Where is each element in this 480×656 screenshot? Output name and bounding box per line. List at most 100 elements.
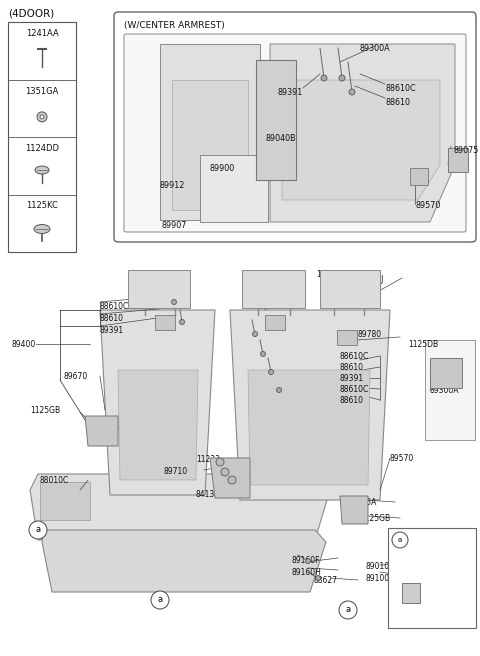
Polygon shape xyxy=(410,168,428,185)
Polygon shape xyxy=(282,80,440,200)
Text: 84135E: 84135E xyxy=(196,490,225,499)
Polygon shape xyxy=(128,270,190,308)
Text: 89710: 89710 xyxy=(163,467,187,476)
Circle shape xyxy=(321,75,327,81)
FancyBboxPatch shape xyxy=(114,12,476,242)
Circle shape xyxy=(392,532,408,548)
Text: 89780: 89780 xyxy=(358,330,382,339)
Text: 89076: 89076 xyxy=(130,288,154,297)
Circle shape xyxy=(315,575,321,581)
Polygon shape xyxy=(85,416,118,446)
Circle shape xyxy=(276,388,281,392)
Text: 1125DB: 1125DB xyxy=(408,340,438,349)
Text: 89601J: 89601J xyxy=(275,282,301,291)
FancyBboxPatch shape xyxy=(124,34,466,232)
Bar xyxy=(8,22,76,252)
Circle shape xyxy=(171,300,177,304)
Circle shape xyxy=(305,558,311,564)
Text: (4DOOR): (4DOOR) xyxy=(8,8,54,18)
Text: 89165: 89165 xyxy=(414,573,438,582)
Circle shape xyxy=(339,601,357,619)
Text: 89300A: 89300A xyxy=(430,386,459,395)
Polygon shape xyxy=(448,148,468,172)
Text: 89907: 89907 xyxy=(162,221,187,230)
Ellipse shape xyxy=(34,224,50,234)
Text: 1125KC: 1125KC xyxy=(26,201,58,211)
Text: 1351GA: 1351GA xyxy=(25,87,59,96)
Bar xyxy=(425,340,475,440)
Polygon shape xyxy=(430,358,462,388)
Circle shape xyxy=(339,75,345,81)
Text: 88610C: 88610C xyxy=(385,84,416,93)
Text: 89160H: 89160H xyxy=(292,568,322,577)
Text: 89912: 89912 xyxy=(160,181,185,190)
Ellipse shape xyxy=(35,166,49,174)
Polygon shape xyxy=(30,474,330,540)
Text: 89900: 89900 xyxy=(210,164,235,173)
Polygon shape xyxy=(340,496,368,524)
Text: 89100: 89100 xyxy=(366,574,390,583)
Text: 89160: 89160 xyxy=(434,548,458,557)
Circle shape xyxy=(216,458,224,466)
Text: 88010C: 88010C xyxy=(40,476,69,485)
Text: 88610C: 88610C xyxy=(340,385,369,394)
Text: 88610C: 88610C xyxy=(100,302,129,311)
Text: 1124DD: 1124DD xyxy=(25,144,59,153)
Text: 88610: 88610 xyxy=(385,98,410,107)
Text: 89075: 89075 xyxy=(453,146,479,155)
Polygon shape xyxy=(118,370,198,480)
Polygon shape xyxy=(256,60,296,180)
Text: 88610: 88610 xyxy=(340,396,364,405)
Polygon shape xyxy=(42,530,326,592)
Text: 89300A: 89300A xyxy=(360,44,390,53)
Text: 89391: 89391 xyxy=(340,374,364,383)
Text: 1125GB: 1125GB xyxy=(30,406,60,415)
Polygon shape xyxy=(337,330,357,345)
Text: 89391: 89391 xyxy=(100,326,124,335)
Circle shape xyxy=(252,331,257,337)
Text: a: a xyxy=(398,537,402,543)
Text: a: a xyxy=(346,605,350,615)
Circle shape xyxy=(349,89,355,95)
Text: 89391: 89391 xyxy=(278,88,303,97)
Text: 89160B: 89160B xyxy=(420,610,449,619)
Polygon shape xyxy=(200,155,268,222)
Text: 89780: 89780 xyxy=(258,270,282,279)
Polygon shape xyxy=(160,44,260,220)
Polygon shape xyxy=(155,315,175,330)
Circle shape xyxy=(29,521,47,539)
Text: 1125DB: 1125DB xyxy=(316,270,346,279)
Text: 89010A: 89010A xyxy=(366,562,396,571)
Text: 89515A: 89515A xyxy=(348,498,377,507)
Text: 89515A: 89515A xyxy=(88,424,118,433)
Text: 88610C: 88610C xyxy=(340,352,369,361)
Circle shape xyxy=(40,115,44,119)
Circle shape xyxy=(180,319,184,325)
Text: 89601J: 89601J xyxy=(358,275,384,284)
Polygon shape xyxy=(172,80,248,210)
Polygon shape xyxy=(320,270,380,308)
Text: 89570: 89570 xyxy=(415,201,440,210)
Text: 1125GB: 1125GB xyxy=(360,514,390,523)
Polygon shape xyxy=(40,482,90,520)
Text: 89040B: 89040B xyxy=(265,134,296,143)
Text: 89075: 89075 xyxy=(436,370,460,379)
Text: a: a xyxy=(36,525,41,535)
Text: 88610: 88610 xyxy=(340,363,364,372)
Text: 89670: 89670 xyxy=(63,372,87,381)
Text: 1241AA: 1241AA xyxy=(25,29,59,38)
Circle shape xyxy=(261,352,265,356)
Polygon shape xyxy=(270,44,455,222)
Text: 89400: 89400 xyxy=(12,340,36,349)
Text: 88627: 88627 xyxy=(314,576,338,585)
Circle shape xyxy=(228,476,236,484)
Polygon shape xyxy=(100,310,215,495)
Polygon shape xyxy=(210,458,250,498)
Text: (W/CENTER ARMREST): (W/CENTER ARMREST) xyxy=(124,21,225,30)
Text: 89601J: 89601J xyxy=(132,272,158,281)
Circle shape xyxy=(268,369,274,375)
Text: 89160F: 89160F xyxy=(292,556,321,565)
Circle shape xyxy=(221,468,229,476)
Text: 11233: 11233 xyxy=(196,455,220,464)
Polygon shape xyxy=(265,315,285,330)
